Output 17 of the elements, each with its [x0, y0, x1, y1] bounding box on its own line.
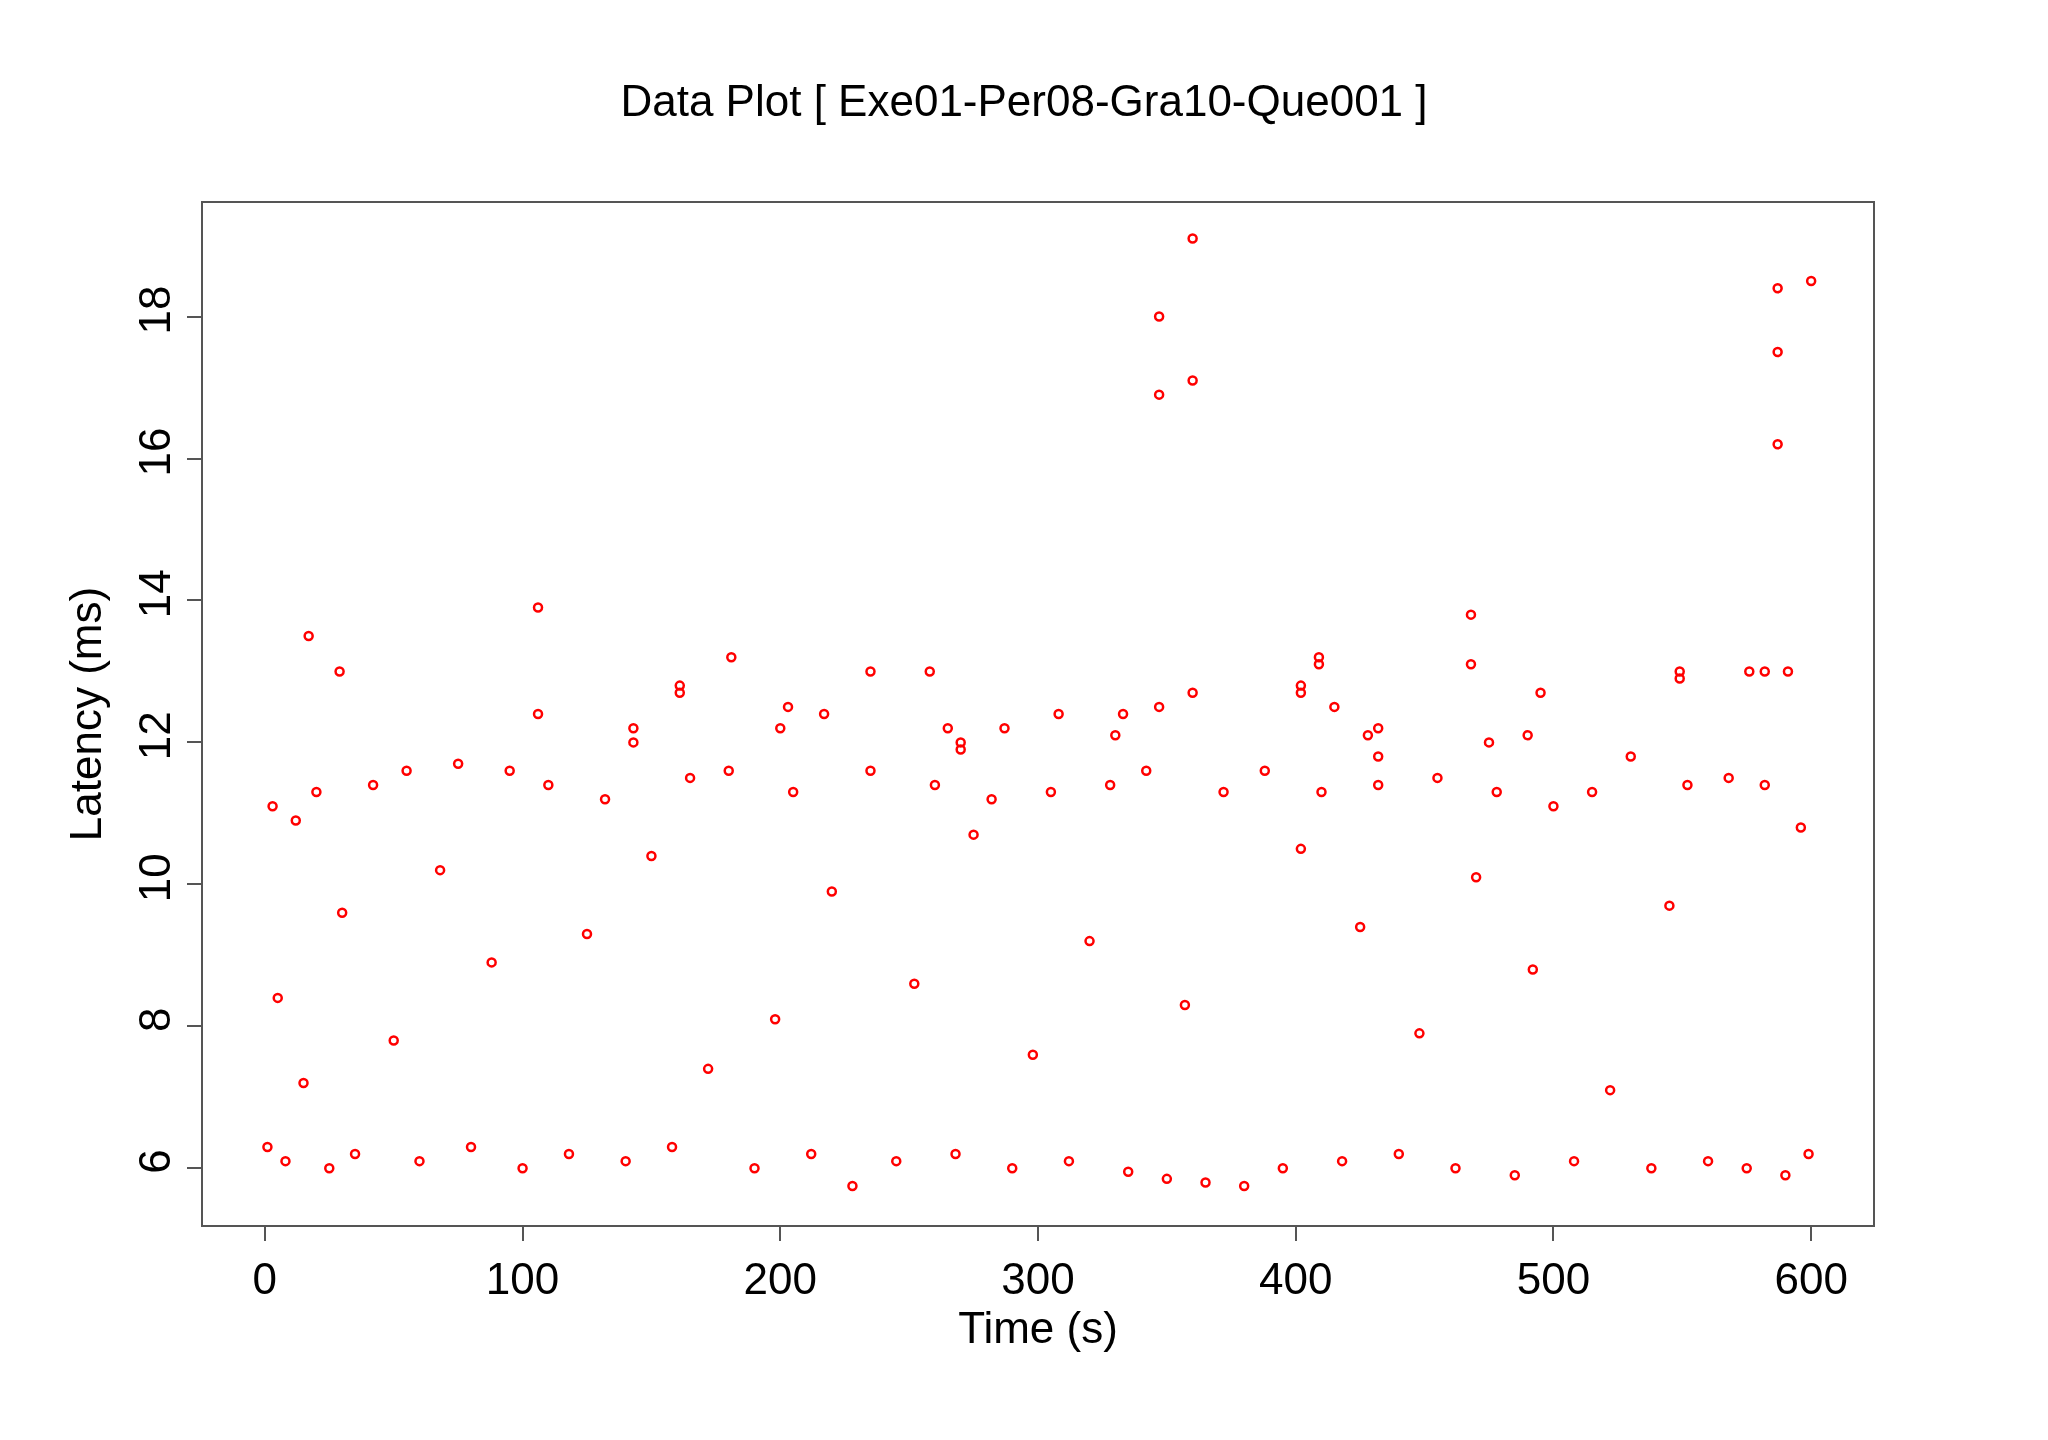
y-tick-label: 14 — [129, 569, 179, 619]
y-tick-label: 18 — [129, 285, 179, 335]
x-tick-label: 600 — [1774, 1253, 1848, 1303]
x-tick-label: 300 — [1001, 1253, 1075, 1303]
x-tick-label: 500 — [1516, 1253, 1591, 1303]
x-tick-label: 200 — [743, 1253, 817, 1303]
y-tick-label: 8 — [129, 1007, 179, 1032]
y-tick-label: 10 — [129, 853, 179, 903]
chart-title: Data Plot [ Exe01-Per08-Gra10-Que001 ] — [620, 76, 1428, 126]
y-tick-label: 12 — [129, 711, 179, 761]
y-tick-label: 16 — [129, 427, 179, 477]
x-tick-label: 0 — [252, 1253, 278, 1303]
y-tick-label: 6 — [129, 1149, 179, 1174]
x-tick-label: 400 — [1259, 1253, 1333, 1303]
x-tick-label: 100 — [485, 1253, 560, 1303]
x-axis-title: Time (s) — [958, 1302, 1118, 1352]
y-axis-title: Latency (ms) — [61, 586, 111, 842]
